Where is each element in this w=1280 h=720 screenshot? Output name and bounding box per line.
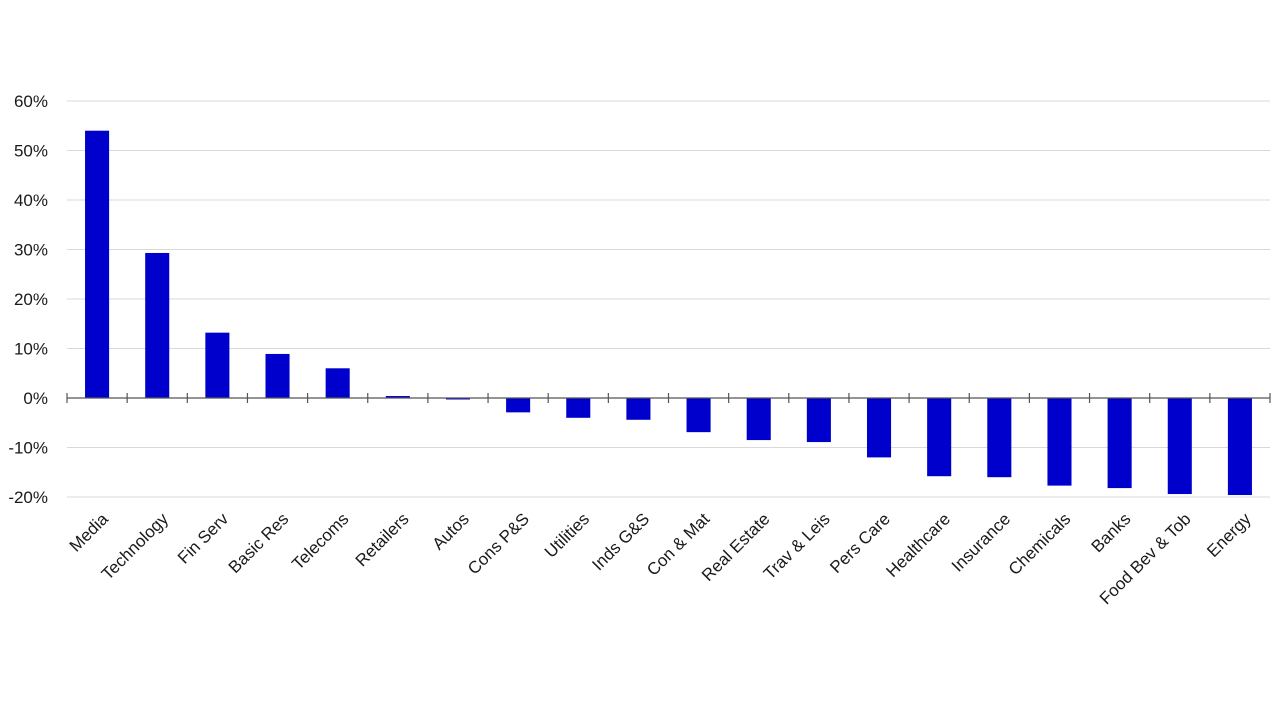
y-tick-label: -10% [8,439,48,458]
y-tick-label: 10% [14,340,48,359]
bar-insurance [987,398,1012,478]
bar-basic-res [265,353,290,398]
x-tick-label: Healthcare [882,509,954,581]
bar-utilities [566,398,591,418]
x-tick-label: Autos [429,509,473,553]
bar-food-bev-tob [1167,398,1192,495]
bar-retailers [385,396,410,398]
bar-healthcare [927,398,952,477]
bar-inds-g-s [626,398,651,420]
bar-fin-serv [205,332,230,398]
y-tick-label: 30% [14,241,48,260]
bar-technology [145,252,170,398]
bar-banks [1107,398,1132,489]
bar-pers-care [866,398,892,458]
bar-telecoms [325,368,350,398]
x-tick-label: Chemicals [1005,509,1075,579]
bar-energy [1227,398,1252,496]
y-tick-label: 60% [14,92,48,111]
bar-con-mat [686,398,711,433]
y-tick-label: 0% [23,389,48,408]
x-tick-label: Basic Res [225,509,293,577]
bar-cons-p-s [506,398,531,413]
x-tick-label: Banks [1088,509,1135,556]
bar-trav-leis [806,398,831,443]
bars [85,130,1252,496]
bar-autos [445,398,471,400]
x-tick-label: Cons P&S [464,509,533,578]
bar-chemicals [1047,398,1072,486]
bar-media [85,130,110,398]
x-tick-label: Fin Serv [174,509,233,568]
bar-real-estate [746,398,771,441]
gridlines [67,100,1270,498]
y-tick-label: -20% [8,488,48,507]
x-tick-label: Energy [1203,509,1255,561]
y-tick-label: 40% [14,191,48,210]
x-tick-label: Retailers [352,509,413,570]
y-tick-label: 50% [14,142,48,161]
x-tick-label: Telecoms [288,509,352,573]
x-tick-label: Utilities [541,509,593,561]
x-tick-label: Media [66,509,113,556]
y-tick-label: 20% [14,290,48,309]
axes [66,393,1271,403]
y-tick-labels: 60% 50% 40% 30% 20% 10% 0% -10% -20% [8,92,48,507]
